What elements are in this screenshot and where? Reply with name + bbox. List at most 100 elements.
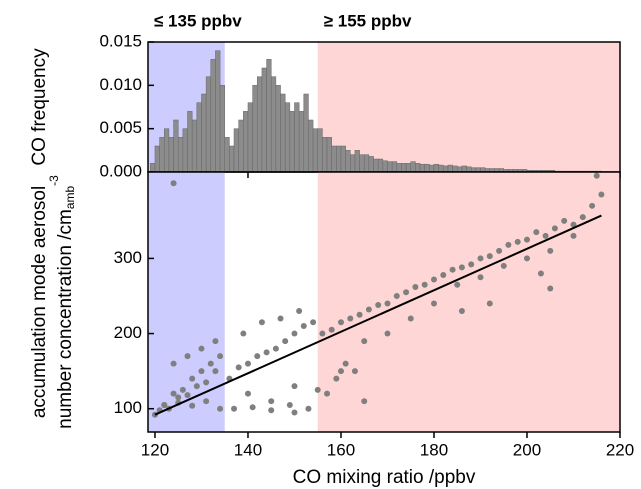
y-tick-label: 0.015	[99, 31, 142, 50]
scatter-point	[212, 338, 219, 345]
histogram-bar	[164, 128, 170, 173]
scatter-point	[361, 338, 368, 345]
histogram-bar	[280, 93, 286, 173]
histogram-bar	[368, 156, 374, 173]
scatter-point	[184, 353, 191, 360]
y-axis-title-sub: amb	[63, 186, 77, 210]
histogram-bar	[382, 160, 388, 173]
scatter-point	[523, 236, 530, 243]
scatter-point	[189, 375, 196, 382]
histogram-bar	[303, 93, 309, 173]
region-label: ≤ 135 ppbv	[154, 11, 242, 30]
scatter-point	[324, 390, 331, 397]
scatter-point	[458, 264, 465, 271]
histogram-bar	[298, 111, 305, 173]
scatter-point	[268, 398, 275, 405]
scatter-point	[337, 319, 344, 326]
histogram-bar	[247, 102, 253, 173]
scatter-point	[175, 394, 182, 401]
scatter-point	[393, 292, 400, 299]
y-axis-title-main: number concentration /cm	[55, 209, 76, 429]
histogram-bar	[466, 166, 472, 173]
histogram-bar	[233, 128, 239, 173]
scatter-point	[458, 308, 465, 315]
histogram-bar	[340, 145, 346, 173]
scatter-point	[514, 238, 521, 245]
scatter-point	[537, 270, 544, 277]
y-tick-label: 0.000	[99, 161, 142, 180]
scatter-point	[189, 402, 196, 409]
scatter-point	[342, 360, 349, 367]
histogram-bar	[401, 163, 407, 173]
scatter-point	[268, 407, 275, 414]
scatter-point	[375, 302, 382, 309]
histogram-bar	[243, 111, 249, 173]
scatter-point	[235, 364, 242, 371]
scatter-point	[430, 300, 437, 307]
histogram-bar	[196, 102, 202, 173]
scatter-point	[337, 368, 344, 375]
region-label: ≥ 155 ppbv	[324, 11, 412, 30]
scatter-point	[449, 266, 456, 273]
histogram-bar	[373, 158, 379, 173]
scatter-point	[193, 383, 200, 390]
scatter-point	[496, 247, 503, 254]
scatter-point	[561, 217, 568, 224]
scatter-point	[547, 285, 554, 292]
scatter-point	[505, 241, 512, 248]
y-tick-label: 0.005	[99, 118, 142, 137]
histogram-bar	[308, 119, 314, 173]
scatter-point	[314, 386, 321, 393]
scatter-point	[244, 360, 251, 367]
scatter-point	[249, 404, 256, 411]
histogram-bar	[326, 137, 332, 173]
scatter-point	[347, 315, 354, 322]
scatter-point	[365, 306, 372, 313]
histogram-bar	[168, 137, 174, 173]
scatter-point	[412, 283, 419, 290]
histogram-bar	[201, 93, 207, 173]
scatter-point	[170, 390, 177, 397]
scatter-point	[305, 405, 312, 412]
fit-line	[154, 214, 602, 416]
scatter-point	[170, 180, 177, 187]
scatter-point	[258, 319, 265, 326]
histogram-bar	[456, 166, 463, 173]
scatter-point	[212, 368, 219, 375]
histogram-bar	[284, 102, 291, 173]
histogram-bar	[424, 163, 430, 173]
histogram-bar	[219, 85, 225, 173]
histogram-bar	[447, 164, 453, 173]
scatter-point	[579, 214, 586, 221]
scatter-point	[477, 255, 484, 262]
scatter-point	[184, 392, 191, 399]
scatter-point	[203, 379, 210, 386]
histogram-bar	[270, 76, 277, 173]
scatter-point	[523, 255, 530, 262]
scatter-point	[551, 225, 558, 232]
histogram-bar	[391, 161, 398, 173]
histogram-bar	[443, 165, 449, 173]
scatter-point	[333, 375, 340, 382]
scatter-point	[598, 191, 605, 198]
scatter-point	[282, 338, 289, 345]
scatter-point	[328, 326, 335, 333]
y-axis-title: number concentration /cmamb-3	[47, 175, 77, 429]
scatter-point	[486, 253, 493, 260]
scatter-point	[384, 330, 391, 337]
scatter-point	[198, 345, 205, 352]
x-tick-label: 220	[606, 440, 634, 459]
scatter-point	[277, 315, 284, 322]
scatter-point	[272, 345, 279, 352]
histogram-bar	[224, 137, 230, 173]
histogram-bar	[210, 59, 216, 173]
scatter-point	[231, 405, 238, 412]
scatter-point	[440, 271, 447, 278]
scatter-point	[240, 330, 247, 337]
histogram-bar	[261, 67, 267, 173]
histogram-bar	[415, 163, 421, 173]
scatter-point	[361, 398, 368, 405]
scatter-point	[244, 390, 251, 397]
histogram-bar	[429, 164, 435, 173]
